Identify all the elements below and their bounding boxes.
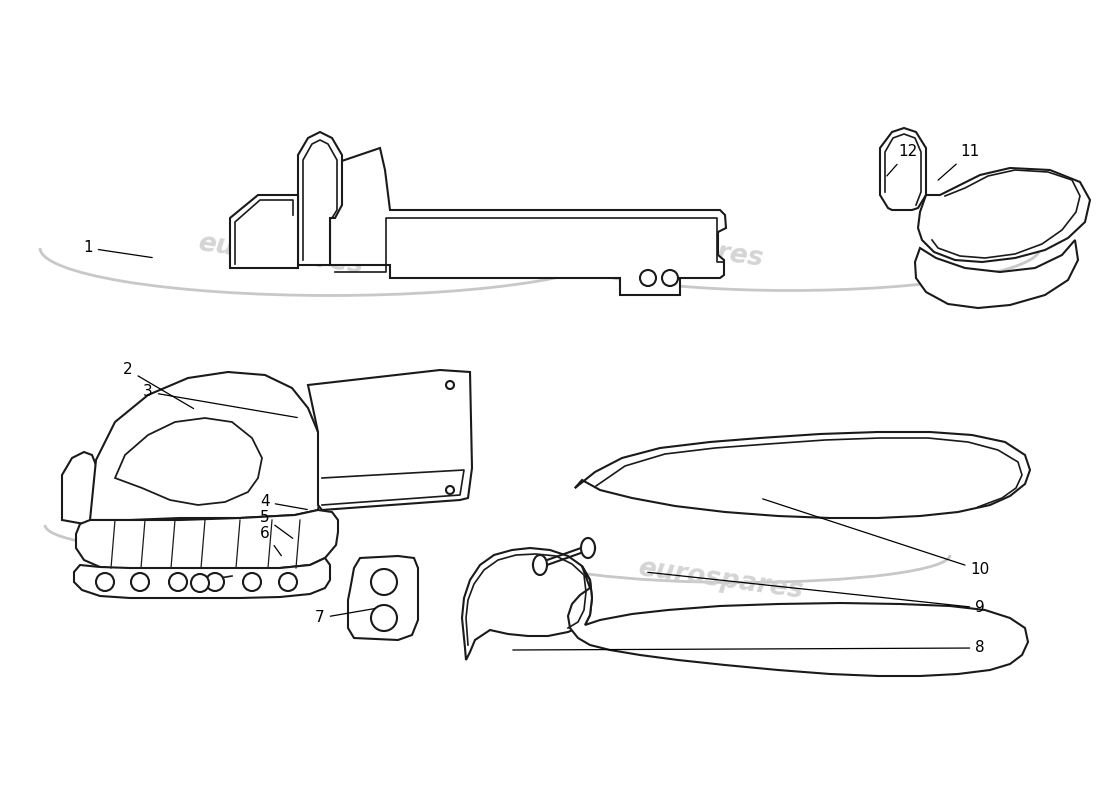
Circle shape [662,270,678,286]
Circle shape [446,486,454,494]
Circle shape [446,381,454,389]
Polygon shape [880,128,926,210]
Circle shape [206,573,224,591]
Polygon shape [575,432,1030,518]
Text: 7: 7 [316,609,375,626]
Polygon shape [462,548,592,660]
Text: eurospares: eurospares [151,530,319,579]
Polygon shape [568,566,1028,676]
Polygon shape [330,148,726,295]
Text: 1: 1 [84,241,152,258]
Circle shape [279,573,297,591]
Circle shape [640,270,656,286]
Text: eurospares: eurospares [636,555,804,605]
Polygon shape [74,558,330,598]
Polygon shape [298,132,342,265]
Text: 12: 12 [887,145,917,176]
Polygon shape [915,240,1078,308]
Polygon shape [534,555,547,575]
Text: 2: 2 [123,362,194,409]
Polygon shape [62,452,96,525]
Text: 5: 5 [261,510,293,538]
Polygon shape [230,195,298,268]
Polygon shape [581,538,595,558]
Polygon shape [90,372,322,520]
Text: 8: 8 [513,641,984,655]
Text: 3: 3 [143,385,297,418]
Polygon shape [76,510,338,570]
Circle shape [96,573,114,591]
Text: eurospares: eurospares [196,230,364,279]
Circle shape [195,578,205,588]
Text: 4: 4 [261,494,307,510]
Circle shape [371,569,397,595]
Polygon shape [308,370,472,510]
Circle shape [169,573,187,591]
Circle shape [131,573,149,591]
Text: 10: 10 [762,499,990,578]
Text: eurospares: eurospares [595,223,764,273]
Polygon shape [918,168,1090,262]
Text: 9: 9 [648,572,984,615]
Circle shape [371,605,397,631]
Polygon shape [348,556,418,640]
Circle shape [243,573,261,591]
Text: 11: 11 [938,145,980,180]
Polygon shape [116,418,262,505]
Circle shape [191,574,209,592]
Text: 6: 6 [260,526,282,556]
